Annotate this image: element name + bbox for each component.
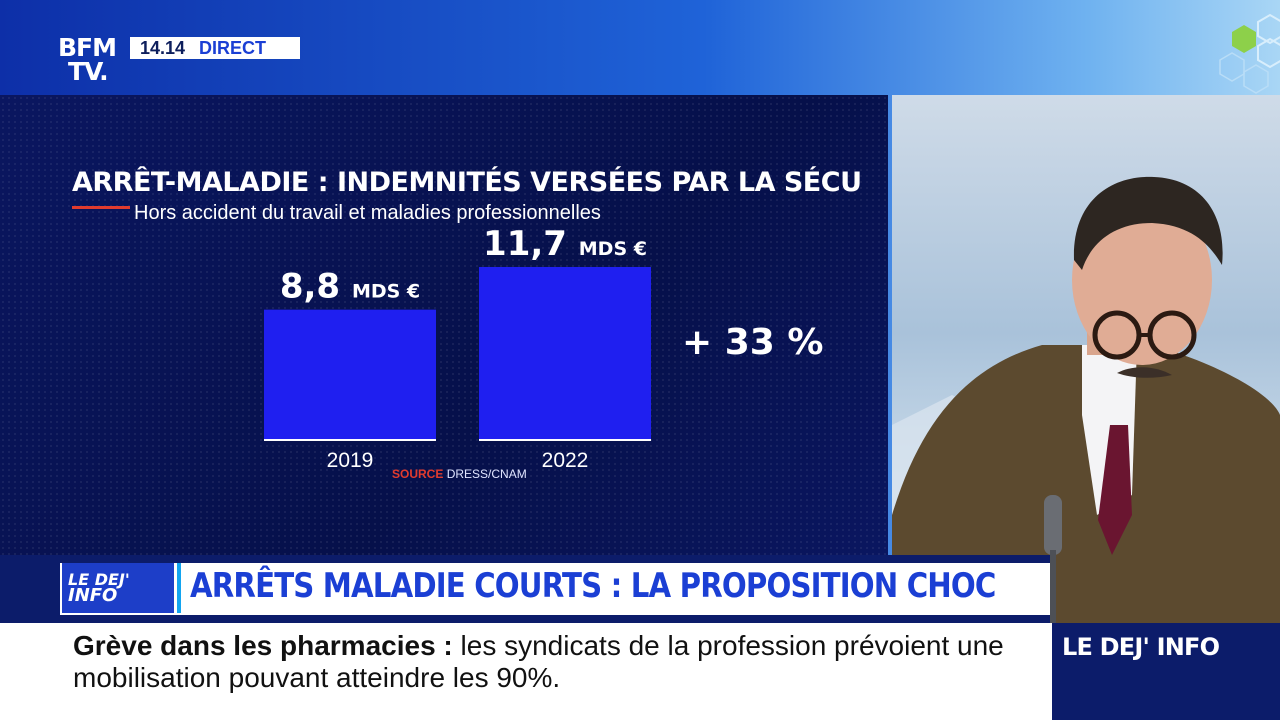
bar-2022 xyxy=(479,267,651,439)
presenter-video xyxy=(892,95,1280,625)
chart-source: SOURCE DRESS/CNAM xyxy=(392,467,527,481)
headline-text: ARRÊTS MALADIE COURTS : LA PROPOSITION C… xyxy=(190,566,996,606)
headline-separator xyxy=(177,563,181,613)
chart-panel: ARRÊT-MALADIE : INDEMNITÉS VERSÉES PAR L… xyxy=(0,95,888,560)
ticker-program-box xyxy=(1052,623,1280,720)
hexagon-decoration-icon xyxy=(1219,13,1280,94)
ticker-text: Grève dans les pharmacies : les syndicat… xyxy=(73,630,1033,694)
presenter-illustration xyxy=(892,176,1280,625)
live-clock-box: 14.14 DIRECT xyxy=(130,37,300,59)
bfmtv-logo: BFM TV. xyxy=(58,33,126,88)
ticker-program-label: LE DEJ' INFO xyxy=(1062,633,1220,661)
bar-2019 xyxy=(264,309,436,439)
headline-background xyxy=(60,563,1050,615)
bar-chart: 2019 8,8 MDS € 2022 11,7 MDS € + 33 % xyxy=(264,224,823,472)
chart-subtitle: Hors accident du travail et maladies pro… xyxy=(134,202,601,224)
category-label-2019: 2019 xyxy=(327,449,374,472)
data-label-2019: 8,8 MDS € xyxy=(280,267,420,307)
title-accent-rule xyxy=(72,206,130,209)
source-value: DRESS/CNAM xyxy=(446,467,527,481)
program-logo-line-2: INFO xyxy=(68,585,118,606)
data-label-2022: 11,7 MDS € xyxy=(483,224,647,264)
ticker-body: les syndicats de la profession prévoient… xyxy=(73,630,1004,693)
program-logo-line-1: LE DEJ' xyxy=(68,570,130,589)
live-label: DIRECT xyxy=(199,37,267,58)
clock-time: 14.14 xyxy=(140,37,186,58)
ticker-topic: Grève dans les pharmacies : xyxy=(73,630,453,661)
headline-band xyxy=(0,555,1050,623)
logo-line-1: BFM xyxy=(58,33,117,62)
source-key: SOURCE xyxy=(392,467,444,481)
chart-title: ARRÊT-MALADIE : INDEMNITÉS VERSÉES PAR L… xyxy=(72,167,862,198)
program-logo: LE DEJ' INFO xyxy=(62,563,174,613)
news-ticker xyxy=(0,623,1052,720)
growth-annotation: + 33 % xyxy=(682,322,823,363)
category-label-2022: 2022 xyxy=(542,449,589,472)
logo-line-2: TV. xyxy=(68,57,109,86)
